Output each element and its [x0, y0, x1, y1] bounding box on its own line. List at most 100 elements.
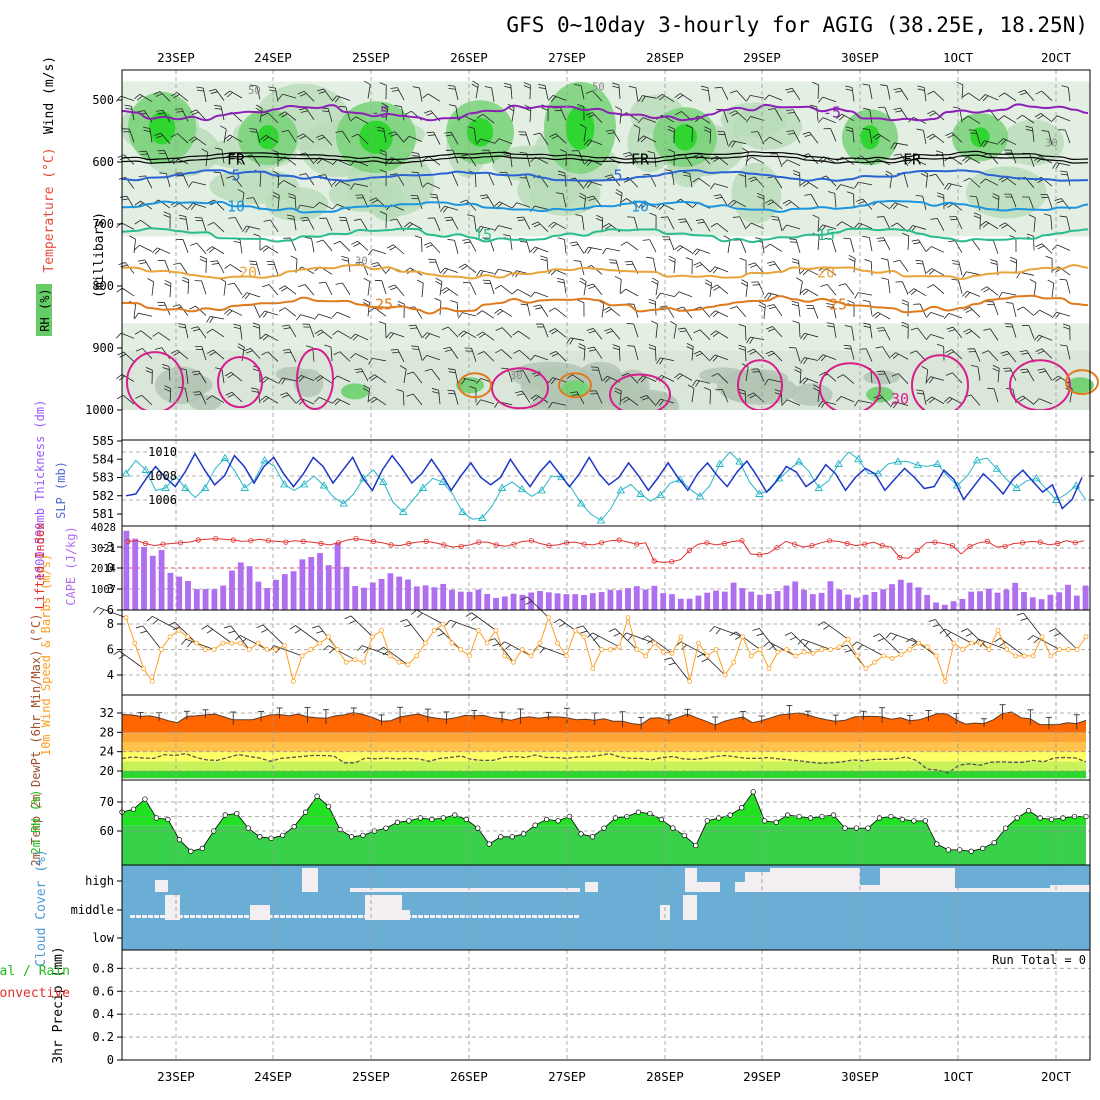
cape-bar [334, 542, 341, 610]
rh-patch [154, 366, 208, 405]
wind-speed-marker [678, 634, 684, 640]
wind-barb-flag [876, 327, 884, 329]
wind-barb-flag [836, 374, 844, 379]
wind-barb-flag [893, 143, 898, 150]
wind-barb [480, 138, 495, 144]
wind-barb-flag [1035, 348, 1043, 353]
wind-speed-marker [511, 659, 516, 665]
cloud-clear-strip [550, 915, 555, 918]
wind-barb-flag [297, 90, 305, 95]
wind-barb-flag [674, 373, 681, 379]
wind-barb-flag [1063, 323, 1070, 327]
wind-barb [284, 307, 297, 317]
wind-barb-flag [439, 267, 446, 274]
wind-barb-flag [1028, 214, 1036, 219]
wind-barb-flag [586, 181, 592, 188]
wind-barb [880, 394, 891, 406]
wind-barb-flag [905, 637, 913, 643]
wind-barb-flag [695, 380, 700, 387]
wind-barb-flag [648, 301, 656, 305]
wind-barb-flag [623, 398, 630, 403]
wind-barb-flag [472, 80, 479, 85]
wind-barb [1064, 129, 1071, 144]
wind-barb-flag [676, 306, 684, 310]
slp-marker [656, 490, 665, 499]
slp-marker [616, 486, 626, 494]
wind-barb-flag [980, 140, 985, 147]
wind-barb [1055, 628, 1078, 650]
wind-barb-flag [226, 310, 233, 316]
slp-marker [1032, 474, 1041, 482]
wind-barb [601, 218, 604, 233]
wind-barb-flag [748, 176, 755, 180]
wind-barb-flag [637, 117, 644, 124]
rh-marker [176, 837, 183, 843]
cape-bar [721, 591, 728, 610]
wind-barb-flag [448, 87, 456, 90]
wind-barb [374, 307, 387, 317]
isotherm-line [121, 154, 1089, 164]
wind-barb-flag [162, 367, 170, 370]
wind-barb-flag [428, 134, 436, 136]
wind-barb-flag [697, 221, 705, 224]
cape-bar [317, 553, 323, 610]
wind-barb-flag [220, 125, 227, 130]
wind-barb-flag [820, 355, 827, 362]
cloud-clear-strip [154, 915, 159, 918]
rh-marker [899, 816, 906, 823]
wind-barb [357, 240, 369, 251]
cloud-clear-high [350, 888, 470, 892]
wind-barb [754, 262, 765, 274]
wind-barb [282, 93, 297, 99]
wind-barb [289, 349, 297, 363]
slp-marker [458, 507, 467, 515]
wind-barb-flag [214, 107, 222, 110]
wind-barb-flag [819, 371, 826, 376]
wind-barb-flag [648, 347, 656, 351]
wind-barb [768, 641, 796, 657]
wind-barb [869, 109, 873, 124]
wind-barb-flag [281, 130, 289, 133]
wind-barb-flag [362, 387, 370, 392]
wind-barb-flag [962, 156, 968, 162]
wind-barb [689, 173, 693, 188]
wind-barb-flag [945, 349, 952, 354]
wind-barb [1041, 90, 1053, 101]
wind-barb-flag [298, 376, 305, 382]
wind-barb [253, 304, 261, 318]
wind-barb-flag [668, 255, 676, 260]
wind-barb-flag [201, 625, 208, 630]
wind-barb [220, 172, 225, 187]
wind-barb-flag [656, 93, 663, 99]
wind-barb-flag [738, 344, 746, 348]
wind-barb-flag [890, 142, 895, 150]
wind-speed-marker [1021, 653, 1027, 659]
wind-barb-flag [577, 103, 585, 107]
date-label-top: 24SEP [254, 50, 292, 65]
wind-barb [534, 354, 549, 361]
lifted-index-marker [862, 541, 868, 547]
wind-barb [978, 638, 1007, 650]
wind-barb-flag [714, 86, 722, 89]
wind-barb [1033, 217, 1036, 232]
wind-barb [174, 621, 197, 644]
slp-marker [280, 480, 289, 488]
wind-barb-flag [559, 149, 567, 153]
wind-barb-flag [916, 262, 924, 265]
wind-barb [1032, 635, 1060, 650]
wind-barb [498, 225, 513, 230]
wind-barb [158, 332, 171, 341]
wind-barb-flag [605, 224, 612, 230]
wind-barb [128, 128, 135, 143]
y-tick-label: 585 [92, 434, 114, 448]
isotherm-25-contour [1065, 369, 1099, 396]
wind-barb-flag [574, 84, 582, 86]
wind-barb [142, 625, 162, 650]
wind-barb [406, 619, 426, 644]
wind-speed-marker [898, 652, 904, 657]
wind-barb-flag [512, 330, 519, 336]
wind-barb-flag [441, 326, 449, 331]
wind-speed-marker [1004, 647, 1010, 652]
wind-barb [992, 240, 999, 254]
wind-speed-marker [836, 644, 842, 650]
